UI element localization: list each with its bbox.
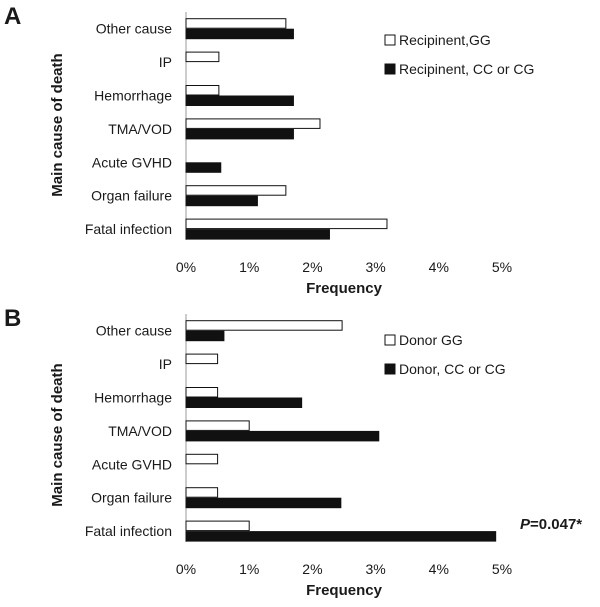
bar-gg — [185, 85, 220, 96]
panel-a-category-labels: Other cause IP Hemorrhage TMA/VOD Acute GVHD… — [85, 21, 172, 237]
panel-b-category-labels: Other cause IP Hemorrhage TMA/VOD Acute GVHD… — [85, 323, 172, 539]
panel-b-legend-swatch-white — [384, 334, 396, 346]
category-label: Fatal infection — [85, 221, 172, 237]
x-tick-label: 3% — [365, 561, 385, 577]
bar-cc-or-cg — [185, 397, 303, 408]
bar-gg — [185, 218, 388, 230]
bar-cc-or-cg — [185, 28, 294, 40]
bar-gg — [185, 320, 343, 331]
bar-cc-or-cg — [185, 128, 294, 140]
category-label: Hemorrhage — [94, 88, 172, 104]
panel-a-legend-swatch-black — [384, 63, 396, 75]
bar-cc-or-cg — [185, 95, 294, 106]
category-label: Organ failure — [91, 490, 172, 506]
category-label: Acute GVHD — [92, 154, 172, 170]
x-tick-label: 5% — [492, 561, 512, 577]
panel-b-legend-swatch-black — [384, 363, 396, 375]
bar-gg — [185, 18, 287, 29]
bar-cc-or-cg — [185, 162, 222, 173]
category-label: TMA/VOD — [108, 423, 172, 439]
panel-a-x-ticks: 0% 1% 2% 3% 4% 5% — [176, 259, 512, 275]
bar-cc-or-cg — [185, 497, 342, 509]
x-tick-label: 2% — [302, 259, 322, 275]
x-tick-label: 1% — [239, 561, 259, 577]
bar-cc-or-cg — [185, 195, 258, 207]
panel-a-bars — [185, 18, 388, 240]
category-label: IP — [159, 356, 172, 372]
panel-b: B Main cause of death Frequency 0% 1% 2% 3%… — [4, 305, 582, 599]
panel-b-legend-label-black: Donor, CC or CG — [399, 361, 506, 377]
p-value-letter: P — [520, 516, 531, 533]
bar-gg — [185, 387, 219, 398]
category-label: Acute GVHD — [92, 456, 172, 472]
x-tick-label: 2% — [302, 561, 322, 577]
bar-cc-or-cg — [185, 229, 330, 240]
panel-b-legend: Donor GG Donor, CC or CG — [384, 332, 506, 377]
panel-a-legend-swatch-white — [384, 34, 396, 46]
bar-gg — [185, 185, 287, 196]
panel-a-x-axis-label: Frequency — [306, 280, 383, 297]
bar-gg — [185, 453, 219, 465]
panel-a-letter: A — [4, 3, 21, 30]
category-label: Organ failure — [91, 188, 172, 204]
bar-gg — [185, 520, 250, 532]
category-label: IP — [159, 54, 172, 70]
panel-b-bars — [185, 320, 497, 542]
panel-a-legend-label-black: Recipinent, CC or CG — [399, 61, 534, 77]
panel-a-legend: Recipinent,GG Recipinent, CC or CG — [384, 32, 534, 77]
x-tick-label: 0% — [176, 259, 196, 275]
panel-a: A Main cause of death Frequency 0% 1% 2% 3%… — [4, 3, 534, 297]
category-label: Fatal infection — [85, 523, 172, 539]
x-tick-label: 4% — [429, 259, 449, 275]
bar-cc-or-cg — [185, 430, 380, 442]
panel-b-y-axis-label: Main cause of death — [49, 363, 66, 506]
x-tick-label: 5% — [492, 259, 512, 275]
bar-gg — [185, 353, 219, 365]
bar-gg — [185, 420, 250, 431]
bar-gg — [185, 51, 220, 63]
bar-gg — [185, 487, 219, 498]
category-label: Other cause — [96, 323, 172, 339]
x-tick-label: 1% — [239, 259, 259, 275]
panel-b-letter: B — [4, 305, 21, 332]
panel-b-x-ticks: 0% 1% 2% 3% 4% 5% — [176, 561, 512, 577]
p-value-number: =0.047* — [530, 516, 582, 533]
category-label: Other cause — [96, 21, 172, 37]
category-label: TMA/VOD — [108, 121, 172, 137]
category-label: Hemorrhage — [94, 390, 172, 406]
bar-cc-or-cg — [185, 531, 497, 542]
panel-a-legend-label-white: Recipinent,GG — [399, 32, 491, 48]
panel-a-y-axis-label: Main cause of death — [49, 53, 66, 196]
bar-cc-or-cg — [185, 330, 225, 342]
bar-gg — [185, 118, 321, 129]
x-tick-label: 3% — [365, 259, 385, 275]
panel-b-p-value-annotation: P=0.047* — [520, 516, 582, 533]
panel-b-x-axis-label: Frequency — [306, 582, 383, 599]
x-tick-label: 0% — [176, 561, 196, 577]
x-tick-label: 4% — [429, 561, 449, 577]
panel-b-legend-label-white: Donor GG — [399, 332, 463, 348]
